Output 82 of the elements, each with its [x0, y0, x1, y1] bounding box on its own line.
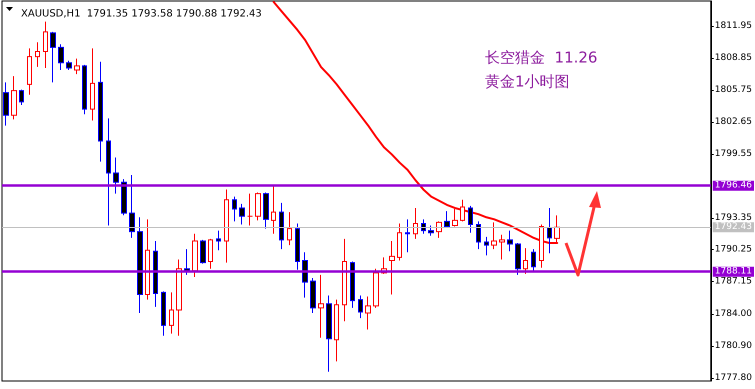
candlestick — [208, 238, 213, 270]
candlestick — [82, 64, 87, 115]
candlestick — [161, 290, 166, 336]
annotation: 长空猎金 11.26 — [485, 48, 598, 66]
y-tick-label: 1799.55 — [714, 148, 752, 159]
candlestick — [11, 76, 17, 120]
candlestick — [239, 203, 245, 225]
candlestick — [137, 216, 143, 314]
ref-line-label: 1792.43 — [714, 222, 752, 232]
candlestick — [66, 60, 72, 70]
candlestick — [373, 268, 379, 308]
candlestick — [484, 236, 489, 256]
candlestick — [43, 21, 48, 68]
candlestick — [192, 233, 198, 278]
candlestick — [499, 234, 505, 260]
candlestick — [310, 278, 316, 314]
candlestick — [389, 240, 395, 295]
y-tick-label: 1787.15 — [714, 276, 752, 287]
candlestick — [255, 192, 261, 221]
candlestick — [523, 248, 528, 274]
text: XAUUSD,H1 1791.35 1793.58 1790.88 1792.43 — [21, 8, 262, 20]
candlestick — [184, 248, 190, 276]
candlestick — [74, 58, 80, 75]
y-tick-label: 1805.75 — [714, 85, 752, 96]
candlestick — [113, 157, 119, 194]
candlestick — [531, 248, 536, 272]
candlestick — [358, 295, 363, 319]
candlestick — [35, 42, 40, 68]
candlestick — [350, 261, 355, 308]
y-tick-label: 1793.35 — [714, 212, 752, 223]
candlestick — [334, 299, 339, 362]
candlestick — [263, 192, 269, 230]
candlestick — [547, 207, 552, 254]
y-tick-label: 1790.25 — [714, 244, 752, 255]
candlestick — [428, 225, 434, 236]
candlestick — [507, 230, 513, 252]
candlestick — [106, 118, 111, 226]
ref-line-label: 1796.46 — [714, 180, 752, 191]
candlestick — [287, 212, 292, 246]
candlestick — [491, 222, 497, 250]
candlestick — [295, 222, 300, 270]
y-tick-label: 1811.95 — [714, 21, 752, 32]
y-tick-label: 1780.90 — [714, 340, 752, 351]
candlestick — [121, 178, 127, 216]
candlestick — [19, 89, 24, 106]
candlestick — [90, 48, 95, 121]
y-tick-label: 1802.65 — [714, 117, 752, 128]
candlestick — [318, 274, 324, 338]
candlestick — [216, 230, 221, 251]
ref-line-label: 1788.11 — [714, 266, 752, 277]
candlestick — [176, 258, 182, 336]
candlestick — [452, 208, 458, 228]
candlestick — [169, 292, 174, 334]
candlestick — [460, 199, 465, 222]
candlestick — [413, 207, 418, 240]
candlestick — [468, 205, 473, 234]
candlestick — [405, 218, 410, 253]
candlestick — [98, 61, 103, 162]
candlestick — [436, 220, 442, 238]
candlestick — [27, 48, 32, 96]
candlestick — [224, 188, 229, 264]
candlestick — [232, 196, 237, 222]
candlestick — [271, 184, 276, 234]
candlestick — [326, 295, 332, 372]
candlestick — [247, 193, 253, 226]
y-tick-label: 1808.85 — [714, 53, 752, 64]
candlestick — [342, 238, 347, 322]
candlestick — [129, 174, 135, 238]
candlestick — [515, 242, 521, 276]
candlestick — [476, 220, 481, 250]
candlestick — [200, 239, 206, 264]
candlestick — [50, 31, 56, 83]
y-tick-label: 1784.00 — [714, 309, 752, 320]
y-tick-label: 1777.80 — [714, 372, 752, 383]
candlestick — [365, 296, 371, 330]
candlestick — [58, 44, 64, 70]
candlestick — [279, 202, 284, 250]
candlestick — [145, 218, 150, 300]
candlestick — [444, 210, 450, 228]
candlestick — [397, 222, 402, 262]
annotation: 黄金1小时图 — [485, 72, 570, 90]
candlestick — [153, 240, 158, 308]
